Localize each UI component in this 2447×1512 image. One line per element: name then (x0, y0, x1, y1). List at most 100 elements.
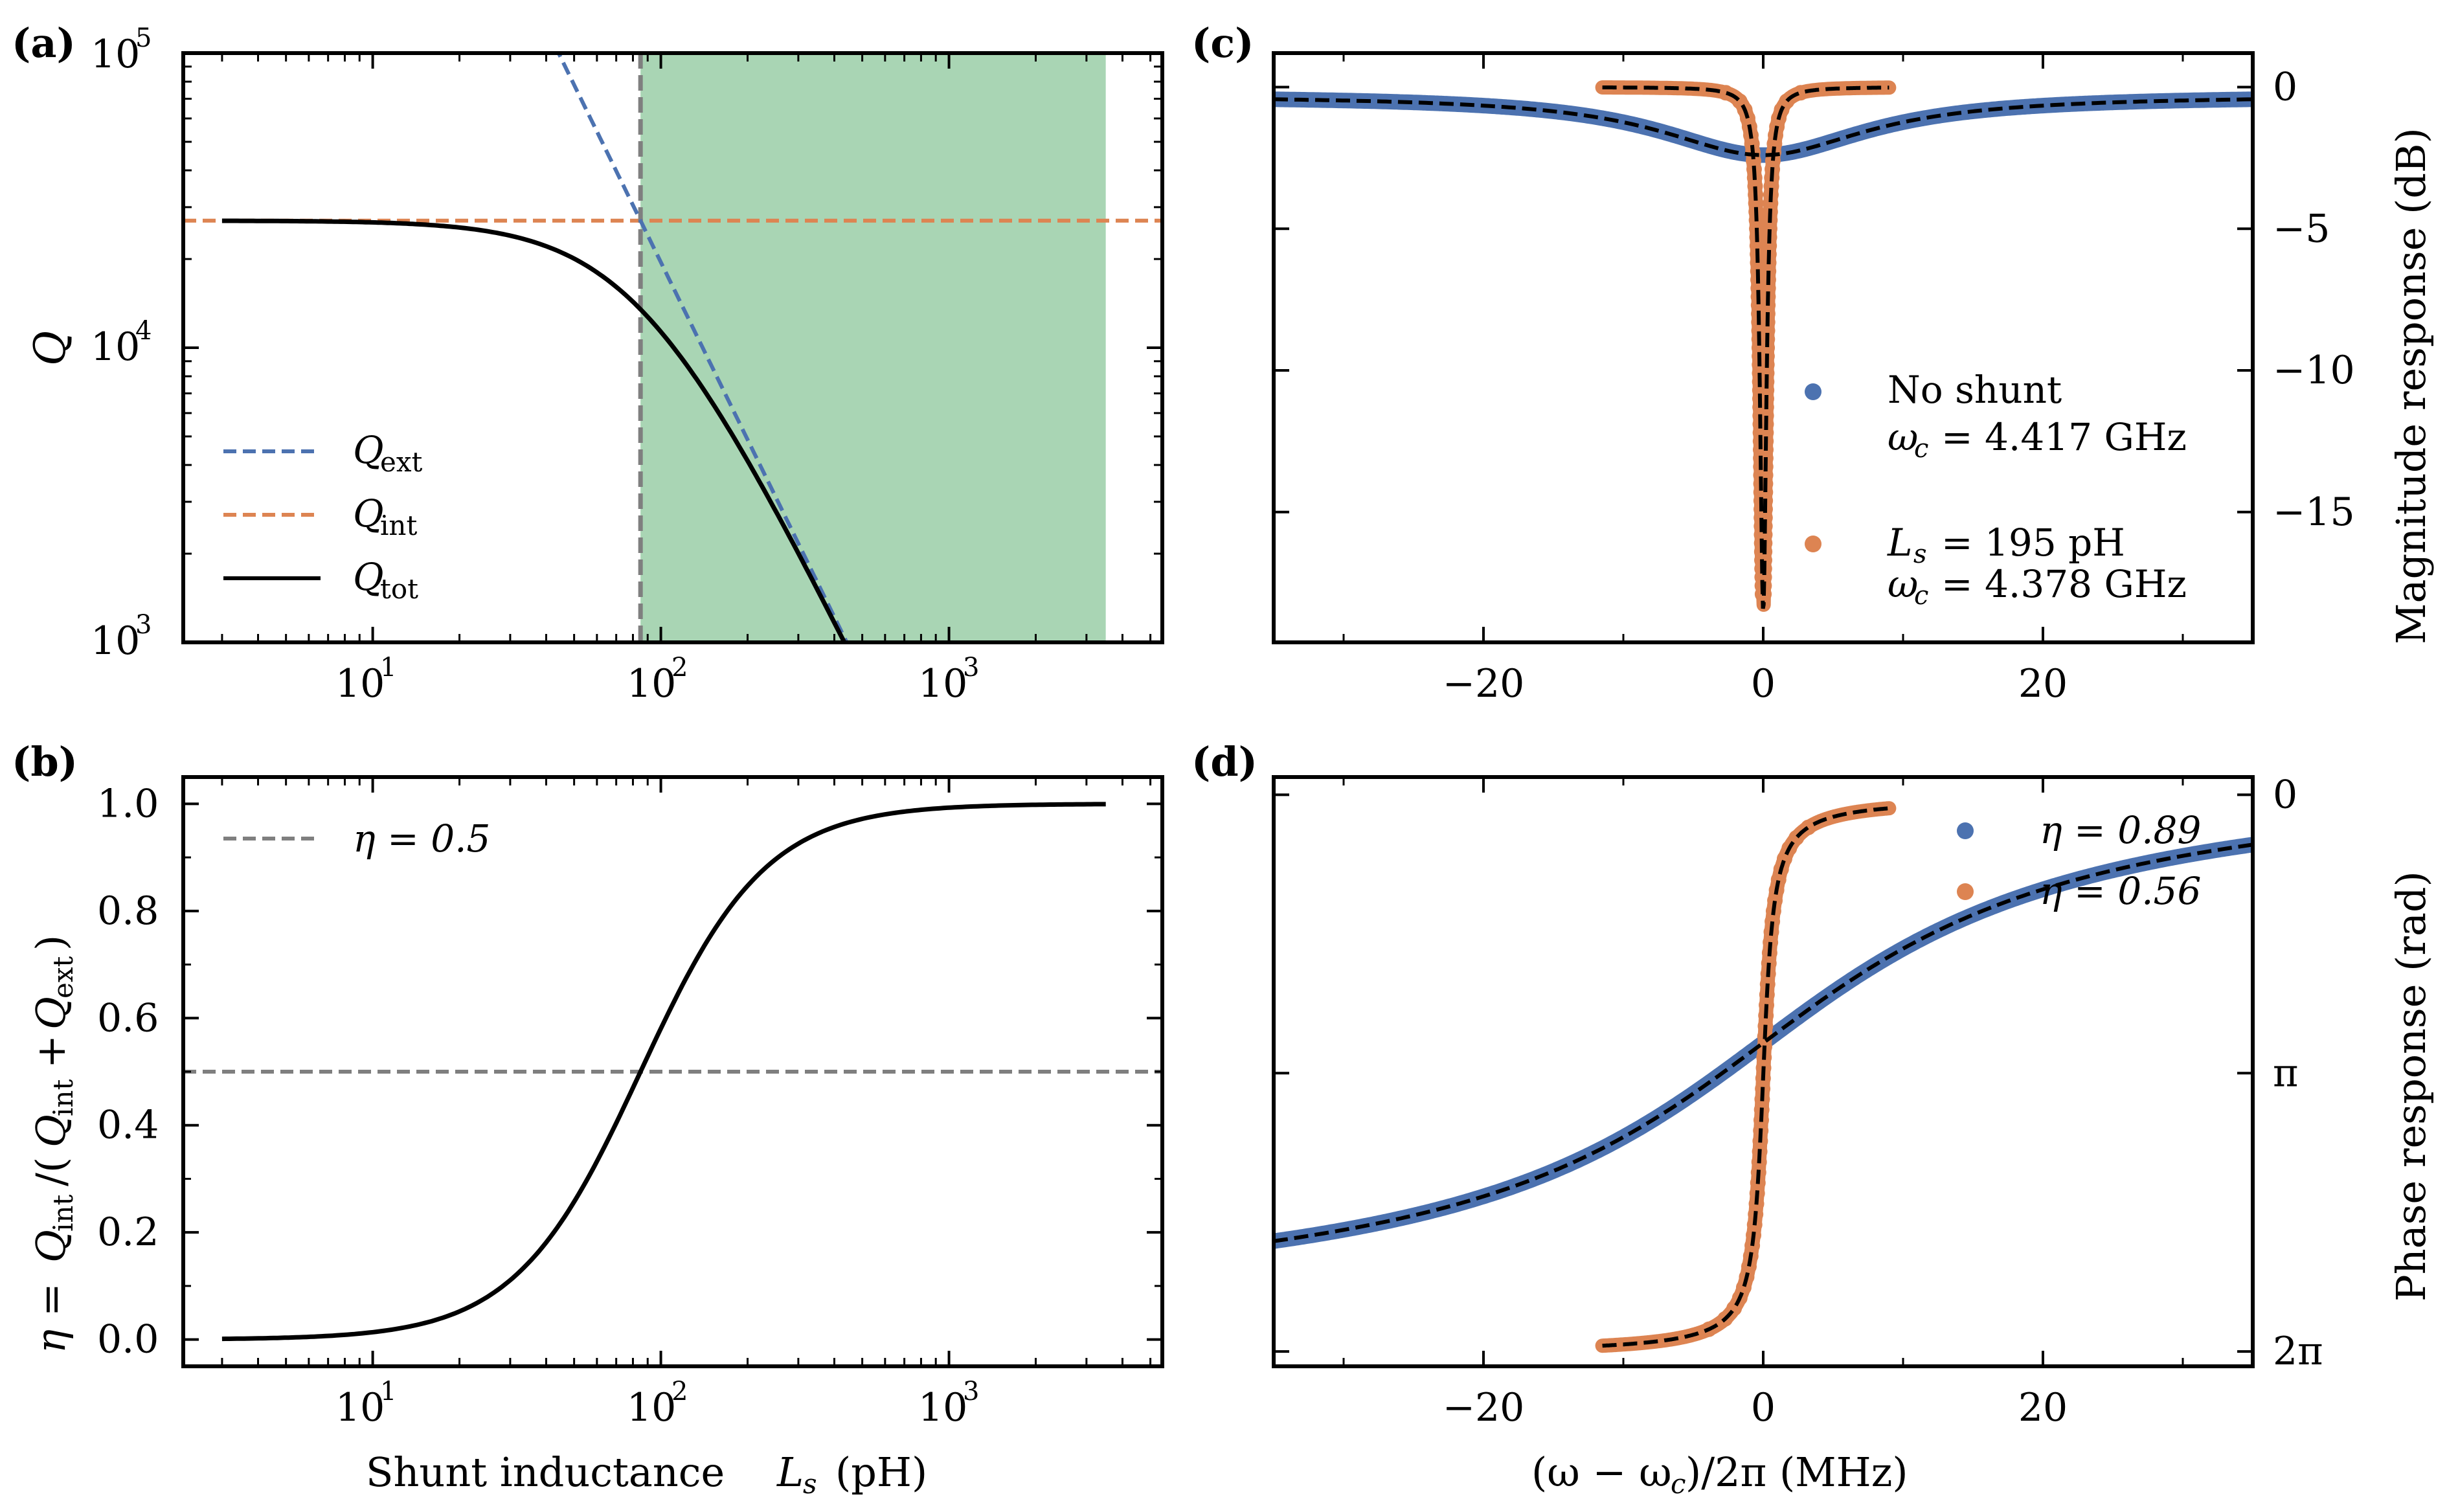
legend-shunt-line1: L s = 195 pH (1887, 521, 2125, 569)
panel-b-ticks (183, 777, 1162, 1366)
svg-text:ω: ω (1888, 562, 1918, 606)
svg-text:10: 10 (91, 32, 140, 77)
svg-text:/(: /( (27, 1157, 74, 1186)
panel-c-ylabel: Magnitude response (dB) (2387, 128, 2435, 644)
xtick-label: −20 (1443, 1385, 1525, 1430)
svg-text:1: 1 (380, 653, 396, 683)
panel-d-legend: η = 0.89 η = 0.56 (1957, 808, 2201, 913)
svg-text:int: int (47, 1195, 79, 1232)
svg-text:ω: ω (1888, 415, 1918, 459)
svg-text:3: 3 (963, 653, 979, 683)
panel-c-plot-area (1274, 80, 2253, 612)
panel-d-xlabel: (ω − ω c )/2π (MHz) (1531, 1449, 1908, 1500)
panel-a-xtick-10: 101 (335, 653, 396, 706)
shaded-region (640, 53, 1106, 642)
series-eta-line (221, 802, 1106, 1342)
svg-text:c: c (1914, 434, 1928, 464)
panel-a-xtick-100: 102 (627, 653, 688, 706)
panel-d-label: (d) (1191, 738, 1257, 785)
panel-a-xtick-1000: 103 (918, 653, 979, 706)
legend-qint-sub: int (380, 510, 417, 541)
svg-text:= 4.378 GHz: = 4.378 GHz (1941, 562, 2187, 606)
panel-c-legend: No shunt ω c = 4.417 GHz L s = 195 pH ω … (1805, 368, 2187, 611)
legend-eta056-label: η = 0.56 (2040, 869, 2201, 913)
legend-eta-label: η = 0.5 (353, 817, 490, 861)
svg-text:L: L (776, 1449, 804, 1496)
svg-text:L: L (1887, 521, 1913, 565)
svg-text:+: + (27, 1035, 74, 1068)
ytick-label: 0.0 (97, 1317, 159, 1362)
panel-a-label: (a) (12, 19, 76, 67)
panel-b: (b) 0.00.20.40.60.81.0 101 102 103 Shunt… (12, 738, 1164, 1500)
svg-text:): ) (27, 935, 74, 951)
svg-text:Q: Q (27, 1230, 74, 1263)
panel-d: (d) −20 0 20 0 π 2π Phase response (rad) (ω −… (1191, 738, 2435, 1500)
panel-b-xtick-10: 101 (335, 1377, 396, 1430)
ytick-label: 0.8 (97, 888, 159, 934)
fit-shunt-line (1602, 85, 1889, 609)
panel-b-label: (b) (12, 738, 78, 785)
ytick-label: 0.4 (97, 1103, 159, 1148)
panel-a-ylabel: Q (25, 331, 75, 366)
legend-qtot-sym: Q (353, 555, 384, 599)
fit-eta056-line (1602, 806, 1889, 1348)
panel-d-tick-labels: −20 0 20 0 π 2π (1443, 772, 2323, 1430)
panel-d-ylabel: Phase response (rad) (2387, 871, 2435, 1302)
svg-text:10: 10 (918, 661, 967, 706)
xtick-label: −20 (1443, 661, 1525, 706)
panel-b-xtick-100: 102 (627, 1377, 688, 1430)
panel-c: (c) −20 0 20 0 −5 −10 −15 Magnitude response (… (1191, 19, 2435, 706)
svg-text:4: 4 (135, 316, 152, 346)
panel-d-plot-area (1274, 801, 2253, 1353)
panel-a-ticks (183, 52, 1162, 644)
svg-text:Q: Q (27, 997, 74, 1030)
series-noshunt-points (1274, 91, 2253, 163)
svg-text:Q: Q (27, 1114, 74, 1147)
svg-text:3: 3 (135, 610, 152, 640)
svg-text:10: 10 (627, 1385, 676, 1430)
svg-text:Shunt inductance: Shunt inductance (366, 1449, 725, 1496)
panel-c-tick-labels: −20 0 20 0 −5 −10 −15 (1443, 65, 2355, 707)
ytick-label: 0.2 (97, 1210, 159, 1255)
fit-eta089-line (1274, 842, 2253, 1243)
svg-text:5: 5 (135, 23, 152, 53)
xtick-label: 20 (2018, 1385, 2068, 1430)
svg-text:2: 2 (671, 653, 688, 683)
svg-text:= 195 pH: = 195 pH (1941, 521, 2125, 565)
legend-eta056-marker (1957, 883, 1974, 900)
panel-a-legend: Q ext Q int Q tot (223, 428, 423, 605)
panel-b-plot-area (183, 802, 1162, 1342)
legend-noshunt-line2: ω c = 4.417 GHz (1888, 415, 2187, 464)
ytick-label: π (2273, 1050, 2298, 1096)
svg-text:10: 10 (918, 1385, 967, 1430)
series-qext-line (556, 53, 848, 642)
legend-noshunt-marker (1805, 383, 1821, 400)
panel-a-ytick-1e4: 104 (91, 316, 152, 370)
ytick-label: −15 (2273, 490, 2355, 535)
svg-text:10: 10 (335, 661, 385, 706)
panel-b-xlabel: Shunt inductance L s (pH) (366, 1449, 927, 1500)
ytick-label: 0.6 (97, 995, 159, 1041)
ytick-label: −5 (2273, 206, 2330, 251)
svg-text:s: s (1913, 539, 1927, 569)
svg-text:η =: η = (27, 1283, 74, 1353)
svg-text:(pH): (pH) (835, 1449, 927, 1496)
ytick-label: −10 (2273, 348, 2355, 393)
svg-text:int: int (47, 1079, 79, 1116)
panel-b-ytick-labels: 0.0 0.2 0.4 0.6 0.8 1.0 (97, 781, 159, 1362)
legend-noshunt-line1: No shunt (1888, 368, 2062, 412)
shunt-marker (1792, 85, 1809, 101)
panel-a-ytick-1e5: 105 (91, 23, 152, 77)
legend-qtot-sub: tot (380, 573, 418, 605)
panel-b-ylabel: η = Q int /( Q int + Q ext ) (27, 935, 79, 1353)
svg-text:10: 10 (335, 1385, 385, 1430)
legend-shunt-marker (1805, 536, 1821, 552)
ytick-label: 1.0 (97, 781, 159, 826)
legend-qext-sym: Q (353, 428, 384, 472)
svg-text:10: 10 (91, 618, 140, 664)
svg-text:c: c (1914, 581, 1928, 611)
svg-text:s: s (803, 1468, 817, 1500)
panel-a: (a) 105 104 103 101 102 103 Q Q ext Q in… (12, 19, 1164, 706)
svg-text:c: c (1671, 1468, 1686, 1500)
